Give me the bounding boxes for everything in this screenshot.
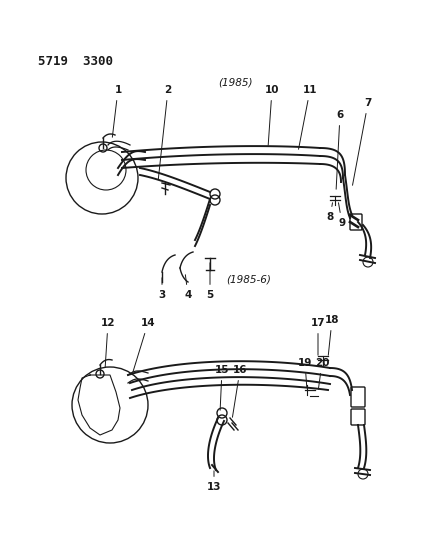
Text: 11: 11 [298, 85, 317, 149]
Text: 20: 20 [315, 358, 329, 389]
Text: 5: 5 [206, 263, 214, 300]
Text: 3: 3 [158, 278, 166, 300]
Text: 4: 4 [184, 274, 192, 300]
Text: 18: 18 [325, 315, 339, 355]
Text: 17: 17 [311, 318, 325, 355]
Text: 9: 9 [339, 203, 345, 228]
Text: 13: 13 [207, 471, 221, 492]
Text: 8: 8 [327, 203, 333, 222]
Text: 14: 14 [133, 318, 155, 373]
Text: (1985): (1985) [218, 78, 253, 87]
Text: 10: 10 [265, 85, 279, 145]
Text: 12: 12 [101, 318, 115, 367]
Text: 7: 7 [353, 98, 372, 185]
Text: 19: 19 [298, 358, 312, 387]
Text: 5719  3300: 5719 3300 [38, 55, 113, 68]
Text: 6: 6 [336, 110, 344, 189]
Text: 15: 15 [215, 365, 229, 410]
Text: 1: 1 [112, 85, 122, 137]
Text: 16: 16 [232, 365, 247, 417]
Text: (1985-6): (1985-6) [226, 275, 270, 285]
Text: 2: 2 [158, 85, 172, 179]
